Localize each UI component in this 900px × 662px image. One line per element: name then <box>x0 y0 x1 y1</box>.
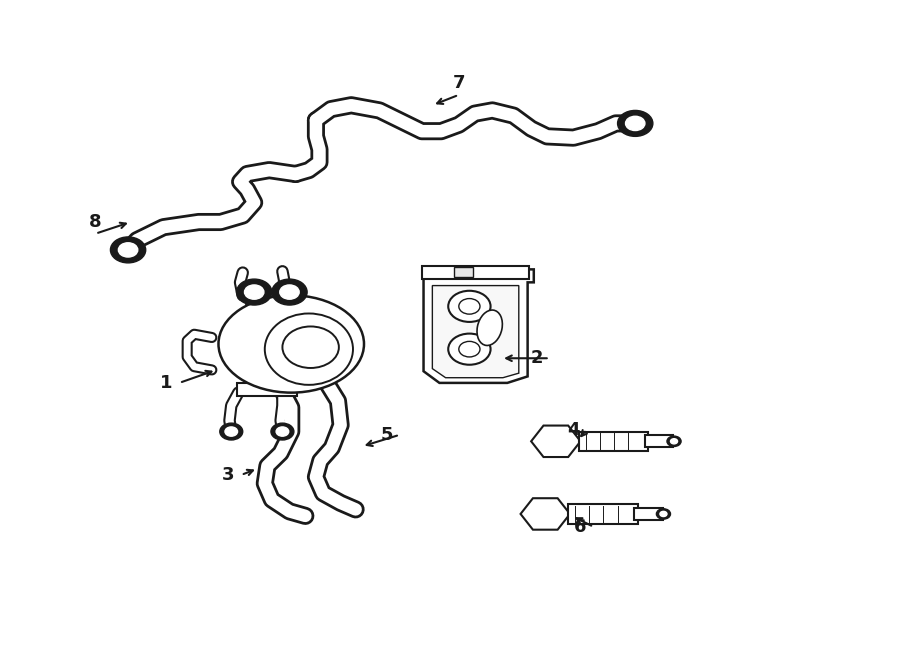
Text: 2: 2 <box>530 350 543 367</box>
Text: 3: 3 <box>221 466 234 484</box>
FancyBboxPatch shape <box>634 508 662 520</box>
Circle shape <box>276 427 289 436</box>
Circle shape <box>448 334 490 365</box>
FancyBboxPatch shape <box>645 436 673 447</box>
Circle shape <box>448 291 490 322</box>
Circle shape <box>617 111 652 136</box>
FancyBboxPatch shape <box>422 266 529 279</box>
Circle shape <box>111 237 146 263</box>
Ellipse shape <box>219 295 364 393</box>
Circle shape <box>237 279 272 305</box>
Text: 8: 8 <box>89 213 102 231</box>
Circle shape <box>119 243 138 257</box>
Circle shape <box>626 117 645 130</box>
Text: 4: 4 <box>567 420 580 439</box>
Circle shape <box>667 436 681 446</box>
Circle shape <box>271 423 294 440</box>
Ellipse shape <box>265 314 353 385</box>
Circle shape <box>272 279 307 305</box>
FancyBboxPatch shape <box>454 267 473 277</box>
Text: 1: 1 <box>159 374 172 392</box>
Circle shape <box>459 299 480 314</box>
Text: 5: 5 <box>380 426 392 444</box>
Polygon shape <box>432 285 518 378</box>
Text: 6: 6 <box>574 518 587 536</box>
Circle shape <box>245 285 264 299</box>
Circle shape <box>225 427 238 436</box>
FancyBboxPatch shape <box>568 504 638 524</box>
FancyBboxPatch shape <box>237 383 297 396</box>
Circle shape <box>459 342 480 357</box>
Circle shape <box>660 511 667 516</box>
Circle shape <box>220 423 243 440</box>
FancyBboxPatch shape <box>579 432 648 451</box>
Circle shape <box>656 509 670 519</box>
Text: 7: 7 <box>453 74 465 92</box>
Circle shape <box>670 439 678 444</box>
Circle shape <box>283 326 339 368</box>
Circle shape <box>280 285 299 299</box>
Ellipse shape <box>477 310 502 346</box>
Polygon shape <box>424 269 534 383</box>
